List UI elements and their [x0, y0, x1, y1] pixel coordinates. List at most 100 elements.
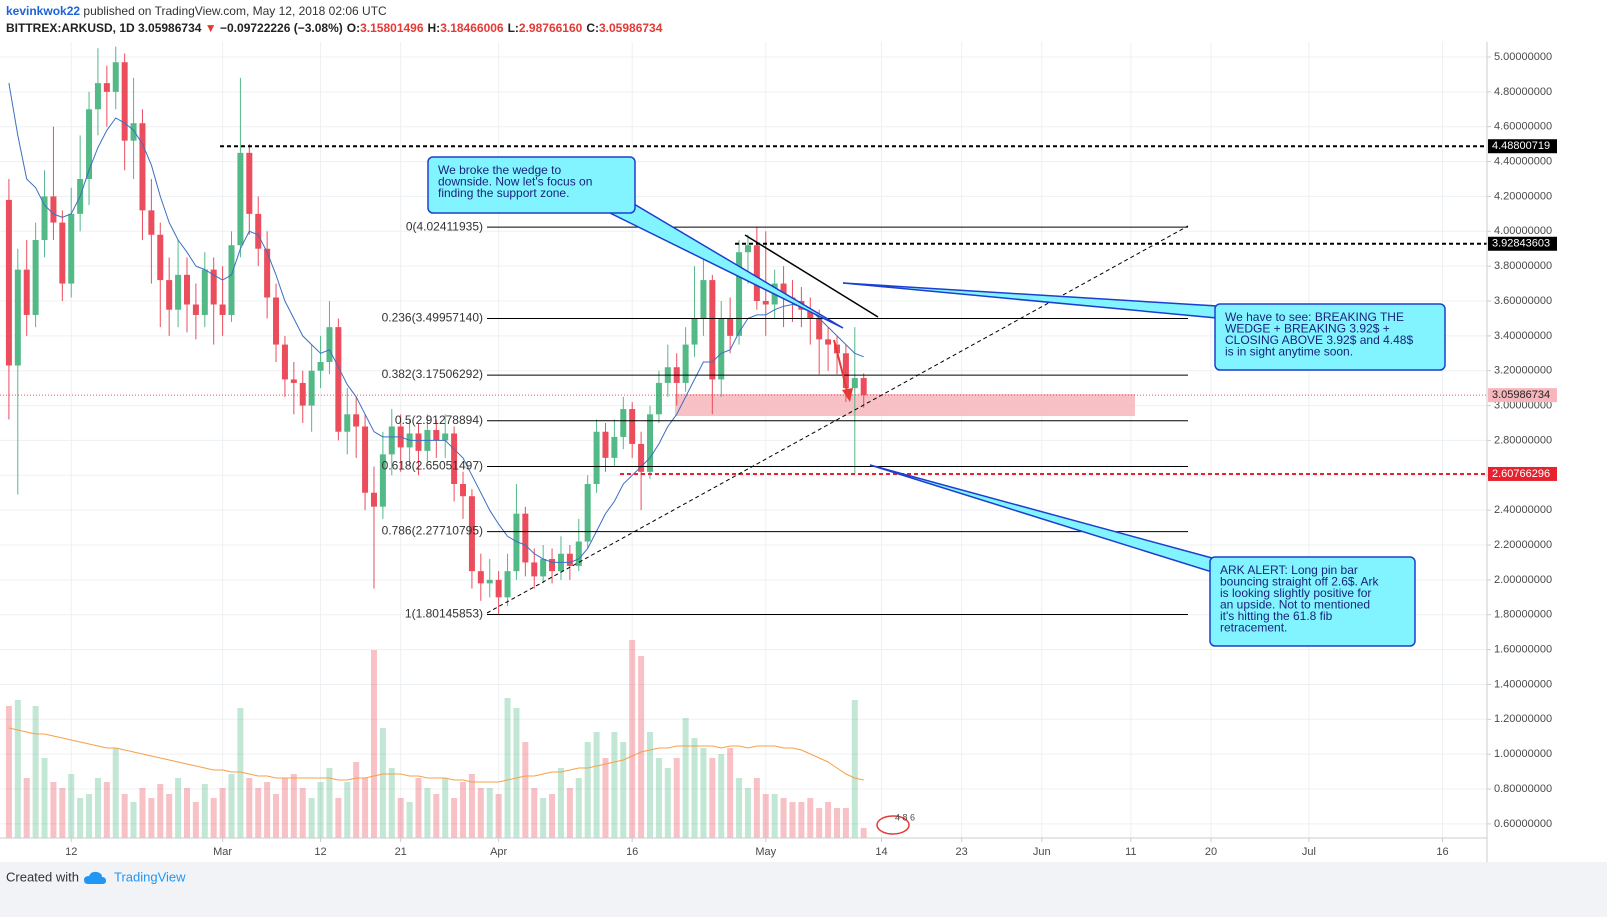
volume-bar	[744, 788, 751, 838]
y-tick-label: 3.60000000	[1494, 295, 1552, 307]
volume-bar	[753, 778, 760, 838]
candle-body	[602, 431, 609, 458]
candle-body	[709, 280, 716, 380]
price-marker	[1488, 236, 1557, 251]
brand: TradingView	[114, 869, 186, 884]
candle-body	[273, 297, 280, 345]
candle-body	[611, 436, 618, 458]
volume-bar	[32, 706, 39, 838]
created-with: Created with	[6, 869, 79, 884]
y-tick-label: 4.40000000	[1494, 155, 1552, 167]
grid	[0, 42, 1487, 838]
candle-body	[201, 269, 208, 315]
volume-bar	[264, 782, 271, 838]
candle-body	[655, 382, 662, 415]
volume-bar	[433, 794, 440, 838]
volume-bar	[353, 762, 360, 838]
volume-bar	[59, 788, 66, 838]
y-tick-label: 1.80000000	[1494, 609, 1552, 621]
candle-body	[842, 353, 849, 389]
candle-body	[486, 579, 493, 584]
candle-body	[495, 579, 502, 598]
candle-body	[744, 245, 751, 253]
volume-bar	[237, 708, 244, 838]
y-tick-label: 3.20000000	[1494, 365, 1552, 377]
volume-bar	[629, 640, 636, 838]
volume-bar	[620, 742, 627, 838]
x-tick-label: 21	[395, 846, 407, 858]
last-price: 3.05986734	[138, 21, 202, 35]
y-tick-label: 4.20000000	[1494, 190, 1552, 202]
volume-bar	[477, 788, 484, 838]
candle-body	[468, 496, 475, 572]
volume-bar	[691, 738, 698, 838]
candle-body	[121, 62, 128, 141]
candle-body	[219, 304, 226, 315]
candle-body	[727, 318, 734, 336]
y-tick-label: 1.60000000	[1494, 643, 1552, 655]
volume-bar	[23, 778, 30, 838]
candle-body	[753, 245, 760, 302]
candle-body	[566, 553, 573, 566]
volume-bar	[14, 700, 21, 838]
candle-body	[139, 123, 146, 211]
candle-body	[691, 318, 698, 345]
volume-bar	[593, 732, 600, 838]
candle-body	[264, 248, 271, 298]
volume-bar	[246, 778, 253, 838]
symbol: BITTREX:ARKUSD, 1D	[6, 21, 135, 35]
callout-text: We have to see: BREAKING THE	[1225, 310, 1404, 324]
volume-bar	[780, 798, 787, 838]
candle-body	[851, 378, 858, 389]
volume-bar	[851, 700, 858, 838]
candle-body	[255, 213, 262, 249]
volume-bar	[370, 650, 377, 838]
volume-bar	[175, 778, 182, 838]
callout-text: WEDGE + BREAKING 3.92$ +	[1225, 322, 1390, 336]
symbol-line: BITTREX:ARKUSD, 1D 3.05986734 ▼ −0.09722…	[6, 21, 663, 35]
candle-body	[183, 274, 190, 305]
candle-body	[816, 318, 823, 340]
candle-body	[700, 280, 707, 319]
volume-bar	[94, 778, 101, 838]
volume-bar	[566, 788, 573, 838]
candle-body	[130, 123, 137, 141]
fib-label: 0.5(2.91278894)	[395, 413, 483, 427]
y-tick-label: 1.00000000	[1494, 748, 1552, 760]
x-tick-label: 11	[1125, 846, 1136, 858]
candle-body	[549, 558, 556, 572]
candle-body	[94, 83, 101, 110]
candle-body	[148, 210, 155, 235]
candle-body	[23, 269, 30, 315]
candle-body	[14, 269, 21, 366]
levels: 0(4.02411935) 0.236(3.49957140) 0.382(3.17…	[0, 145, 1487, 621]
price-marker	[1488, 388, 1557, 403]
candle-body	[210, 269, 217, 305]
volume-bar	[833, 808, 840, 838]
x-tick-label: Mar	[213, 846, 232, 858]
volume-bar	[860, 828, 867, 838]
events-badge: 4 8 6	[876, 812, 915, 835]
candle-body	[166, 280, 173, 310]
y-tick-label: 3.80000000	[1494, 260, 1552, 272]
candle-body	[86, 109, 93, 179]
callout-text: bouncing straight off 2.6$. Ark	[1220, 575, 1380, 589]
change: −0.09722226 (−3.08%)	[220, 21, 343, 35]
volume-bar	[228, 774, 235, 838]
candle-body	[157, 234, 164, 281]
volume-bar	[647, 732, 654, 838]
red-arrow	[833, 339, 850, 399]
volume-bar	[460, 782, 467, 838]
volume-bar	[362, 778, 369, 838]
candle-body	[41, 196, 48, 240]
volume-bar	[130, 802, 137, 838]
volume-bar	[513, 708, 520, 838]
callout-text: is in sight anytime soon.	[1225, 345, 1353, 359]
fib-label: 0.618(2.65051497)	[382, 459, 483, 473]
price-marker	[1488, 466, 1557, 481]
volume-bar	[255, 788, 262, 838]
candle-body	[246, 152, 253, 214]
y-tick-label: 4.80000000	[1494, 86, 1552, 98]
candle-body	[442, 433, 449, 441]
